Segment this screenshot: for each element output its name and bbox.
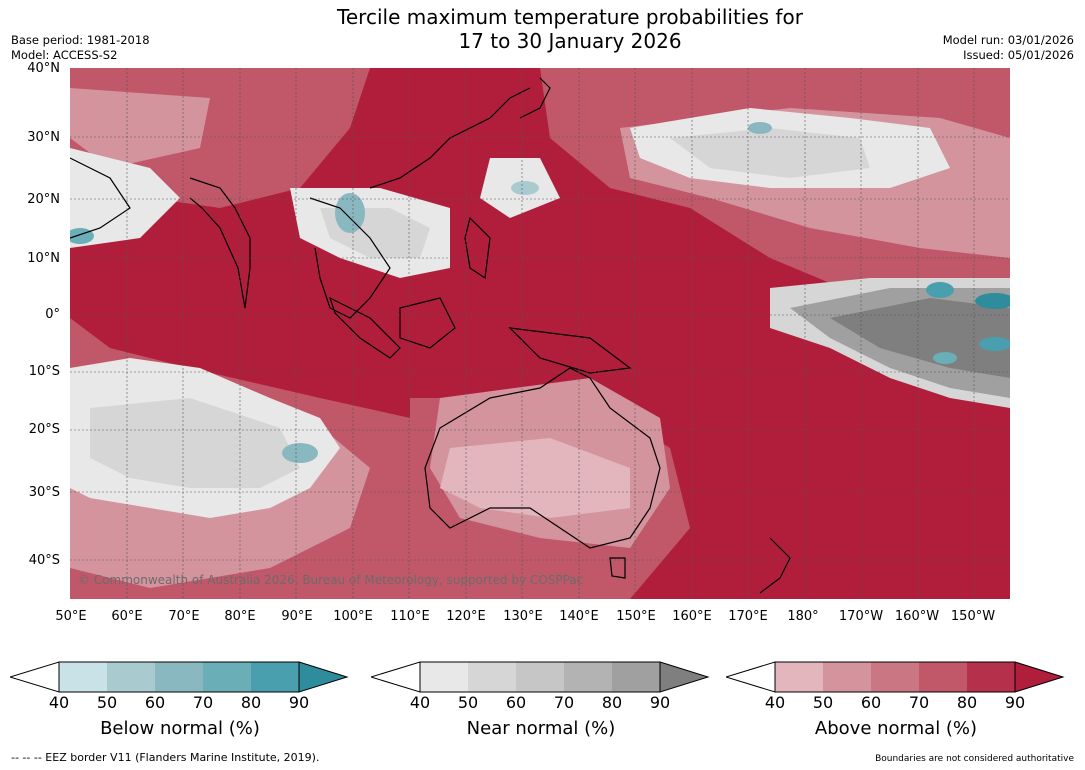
colorbar-title: Near normal (%) <box>466 718 616 739</box>
cbar-tick: 40 <box>48 693 70 712</box>
boundaries-disclaimer: Boundaries are not considered authoritat… <box>875 754 1074 764</box>
cbar-tick: 70 <box>192 693 214 712</box>
lon-label: 130°E <box>503 609 543 624</box>
cbar-above-swatch <box>967 662 1015 692</box>
cbar-near-swatch <box>612 662 660 692</box>
lat-label: 10°N <box>27 251 60 266</box>
cbar-tick: 60 <box>144 693 166 712</box>
cbar-below-swatch <box>203 662 251 692</box>
title-line-2: 17 to 30 January 2026 <box>458 29 682 53</box>
coast-philippines <box>464 216 491 280</box>
lon-label: 150°W <box>950 609 996 624</box>
colorbar-above-normal <box>726 661 1065 693</box>
cbar-above-swatch <box>871 662 919 692</box>
meta-right: Model run: 03/01/2026 Issued: 05/01/2026 <box>943 33 1074 63</box>
cbar-tick: 60 <box>505 693 527 712</box>
model-run: Model run: 03/01/2026 <box>942 33 1074 47</box>
probability-map <box>70 68 1010 599</box>
cbar-tick: 70 <box>908 693 930 712</box>
cbar-below-arrow <box>298 661 349 693</box>
lon-label: 110°E <box>390 609 430 624</box>
colorbar-title: Above normal (%) <box>814 718 978 739</box>
lon-label: 140°E <box>559 609 599 624</box>
coast-new-guinea <box>508 327 632 374</box>
issued-date: Issued: 05/01/2026 <box>963 48 1074 62</box>
lon-label: 50°E <box>55 609 87 624</box>
cbar-tick: 90 <box>649 693 671 712</box>
lat-label: 30°N <box>27 130 60 145</box>
coast-sumatra <box>328 296 401 359</box>
cbar-tick: 70 <box>553 693 575 712</box>
lat-label: 10°S <box>28 364 60 379</box>
coast-new-zealand <box>759 537 791 594</box>
cbar-tick: 50 <box>96 693 118 712</box>
graticule <box>70 68 1010 599</box>
lat-label: 20°S <box>28 422 60 437</box>
coast-australia <box>424 367 661 549</box>
coast-tasmania <box>609 557 626 579</box>
cbar-near-swatch <box>468 662 516 692</box>
meta-left: Base period: 1981-2018 Model: ACCESS-S2 <box>11 33 150 63</box>
cbar-tick: 40 <box>409 693 431 712</box>
map-title: Tercile maximum temperature probabilitie… <box>0 5 1085 53</box>
cbar-tick: 80 <box>956 693 978 712</box>
cbar-near-arrow <box>659 661 710 693</box>
lon-label: 70°E <box>168 609 200 624</box>
cbar-tick: 80 <box>240 693 262 712</box>
near-normal-areas <box>70 108 1010 548</box>
lon-label: 60°E <box>111 609 143 624</box>
cbar-below-swatch <box>59 662 107 692</box>
lat-label: 30°S <box>28 485 60 500</box>
cbar-tick: 50 <box>812 693 834 712</box>
lon-label: 90°E <box>281 609 313 624</box>
colorbar-near-normal <box>371 661 710 693</box>
lon-label: 80°E <box>224 609 256 624</box>
cbar-above-swatch <box>919 662 967 692</box>
cbar-tick: 80 <box>601 693 623 712</box>
cbar-below-swatch <box>251 662 299 692</box>
eez-border-note: -- -- -- EEZ border V11 (Flanders Marine… <box>11 751 320 764</box>
lon-label: 160°E <box>672 609 712 624</box>
coast-borneo <box>399 297 456 349</box>
cbar-above-swatch <box>823 662 871 692</box>
lat-label: 40°S <box>28 553 60 568</box>
cbar-tick: 90 <box>288 693 310 712</box>
lon-label: 150°E <box>616 609 656 624</box>
copyright-credit: © Commonwealth of Australia 2026, Bureau… <box>78 573 584 587</box>
cbar-tick: 90 <box>1004 693 1026 712</box>
lon-label: 120°E <box>446 609 486 624</box>
lon-label: 160°W <box>894 609 940 624</box>
map-canvas <box>70 68 1010 599</box>
cbar-tick: 40 <box>764 693 786 712</box>
cbar-below-swatch <box>107 662 155 692</box>
title-line-1: Tercile maximum temperature probabilitie… <box>337 5 803 29</box>
coast-india <box>189 177 251 309</box>
coastlines <box>70 77 791 594</box>
lon-label: 100°E <box>333 609 373 624</box>
cbar-tick: 50 <box>457 693 479 712</box>
colorbar-title: Below normal (%) <box>100 718 260 739</box>
lat-label: 0° <box>45 307 60 322</box>
coast-arabia <box>70 157 131 239</box>
lon-label: 180° <box>787 609 819 624</box>
coast-indochina <box>309 197 391 319</box>
coast-china <box>369 87 531 189</box>
lon-label: 170°W <box>838 609 884 624</box>
colorbar-below-normal <box>10 661 349 693</box>
base-period: Base period: 1981-2018 <box>11 33 150 47</box>
lon-label: 170°E <box>728 609 768 624</box>
cbar-tick: 60 <box>860 693 882 712</box>
cbar-above-arrow <box>1014 661 1065 693</box>
model-name: Model: ACCESS-S2 <box>11 48 118 62</box>
cbar-above-swatch <box>775 662 823 692</box>
lat-label: 20°N <box>27 192 60 207</box>
cbar-near-swatch <box>564 662 612 692</box>
cbar-near-swatch <box>420 662 468 692</box>
cbar-below-swatch <box>155 662 203 692</box>
coast-japan <box>519 77 551 119</box>
lat-label: 40°N <box>27 61 60 76</box>
cbar-near-swatch <box>516 662 564 692</box>
